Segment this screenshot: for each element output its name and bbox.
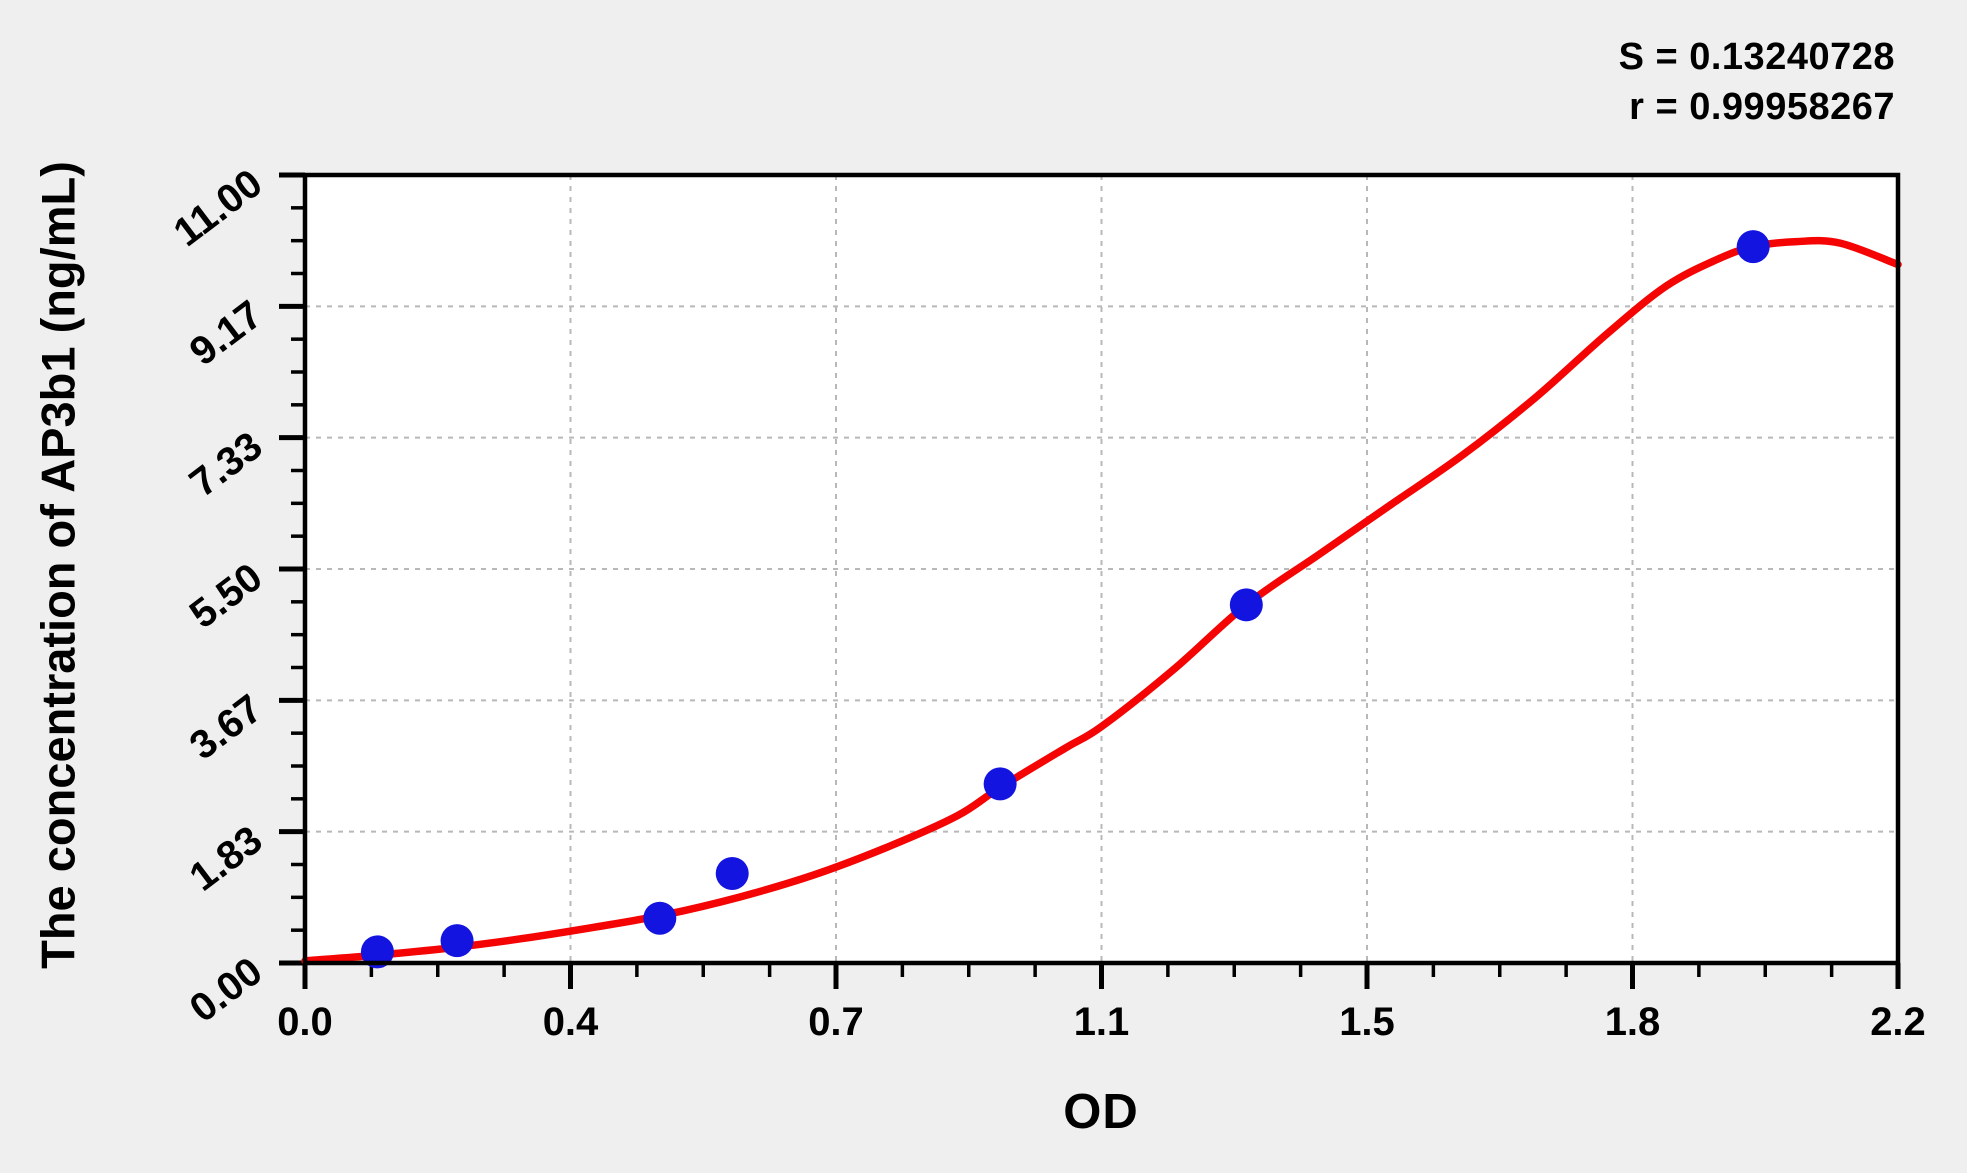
x-tick-label: 0.7: [808, 1000, 864, 1044]
x-tick-label: 0.4: [543, 1000, 599, 1044]
y-tick-label: 11.00: [166, 161, 271, 255]
y-tick-label: 5.50: [182, 555, 271, 637]
y-tick-label: 9.17: [182, 292, 271, 374]
x-tick-label: 1.1: [1074, 1000, 1130, 1044]
stat-r-value: r = 0.99958267: [1629, 86, 1895, 128]
standard-point: [1229, 588, 1263, 622]
x-tick-label: 1.5: [1339, 1000, 1395, 1044]
standard-point: [1736, 230, 1770, 264]
y-tick-label: 3.67: [182, 686, 271, 768]
x-tick-label: 1.8: [1605, 1000, 1661, 1044]
fit-statistics: S = 0.13240728 r = 0.99958267: [1619, 32, 1895, 132]
y-tick-label: 1.83: [182, 818, 271, 900]
standard-point: [643, 901, 677, 935]
standard-point: [983, 767, 1017, 801]
fitted-curve: [301, 236, 1902, 965]
standard-point: [715, 856, 749, 890]
standard-point: [440, 924, 474, 958]
x-tick-label: 0.0: [277, 1000, 333, 1044]
standard-point: [360, 935, 394, 969]
x-axis-title: OD: [1063, 1085, 1139, 1139]
y-tick-label: 0.00: [182, 949, 271, 1031]
plot-frame: [302, 172, 1901, 966]
x-tick-label: 2.2: [1870, 1000, 1926, 1044]
stat-s-value: S = 0.13240728: [1618, 36, 1895, 78]
y-tick-label: 7.33: [182, 424, 271, 506]
